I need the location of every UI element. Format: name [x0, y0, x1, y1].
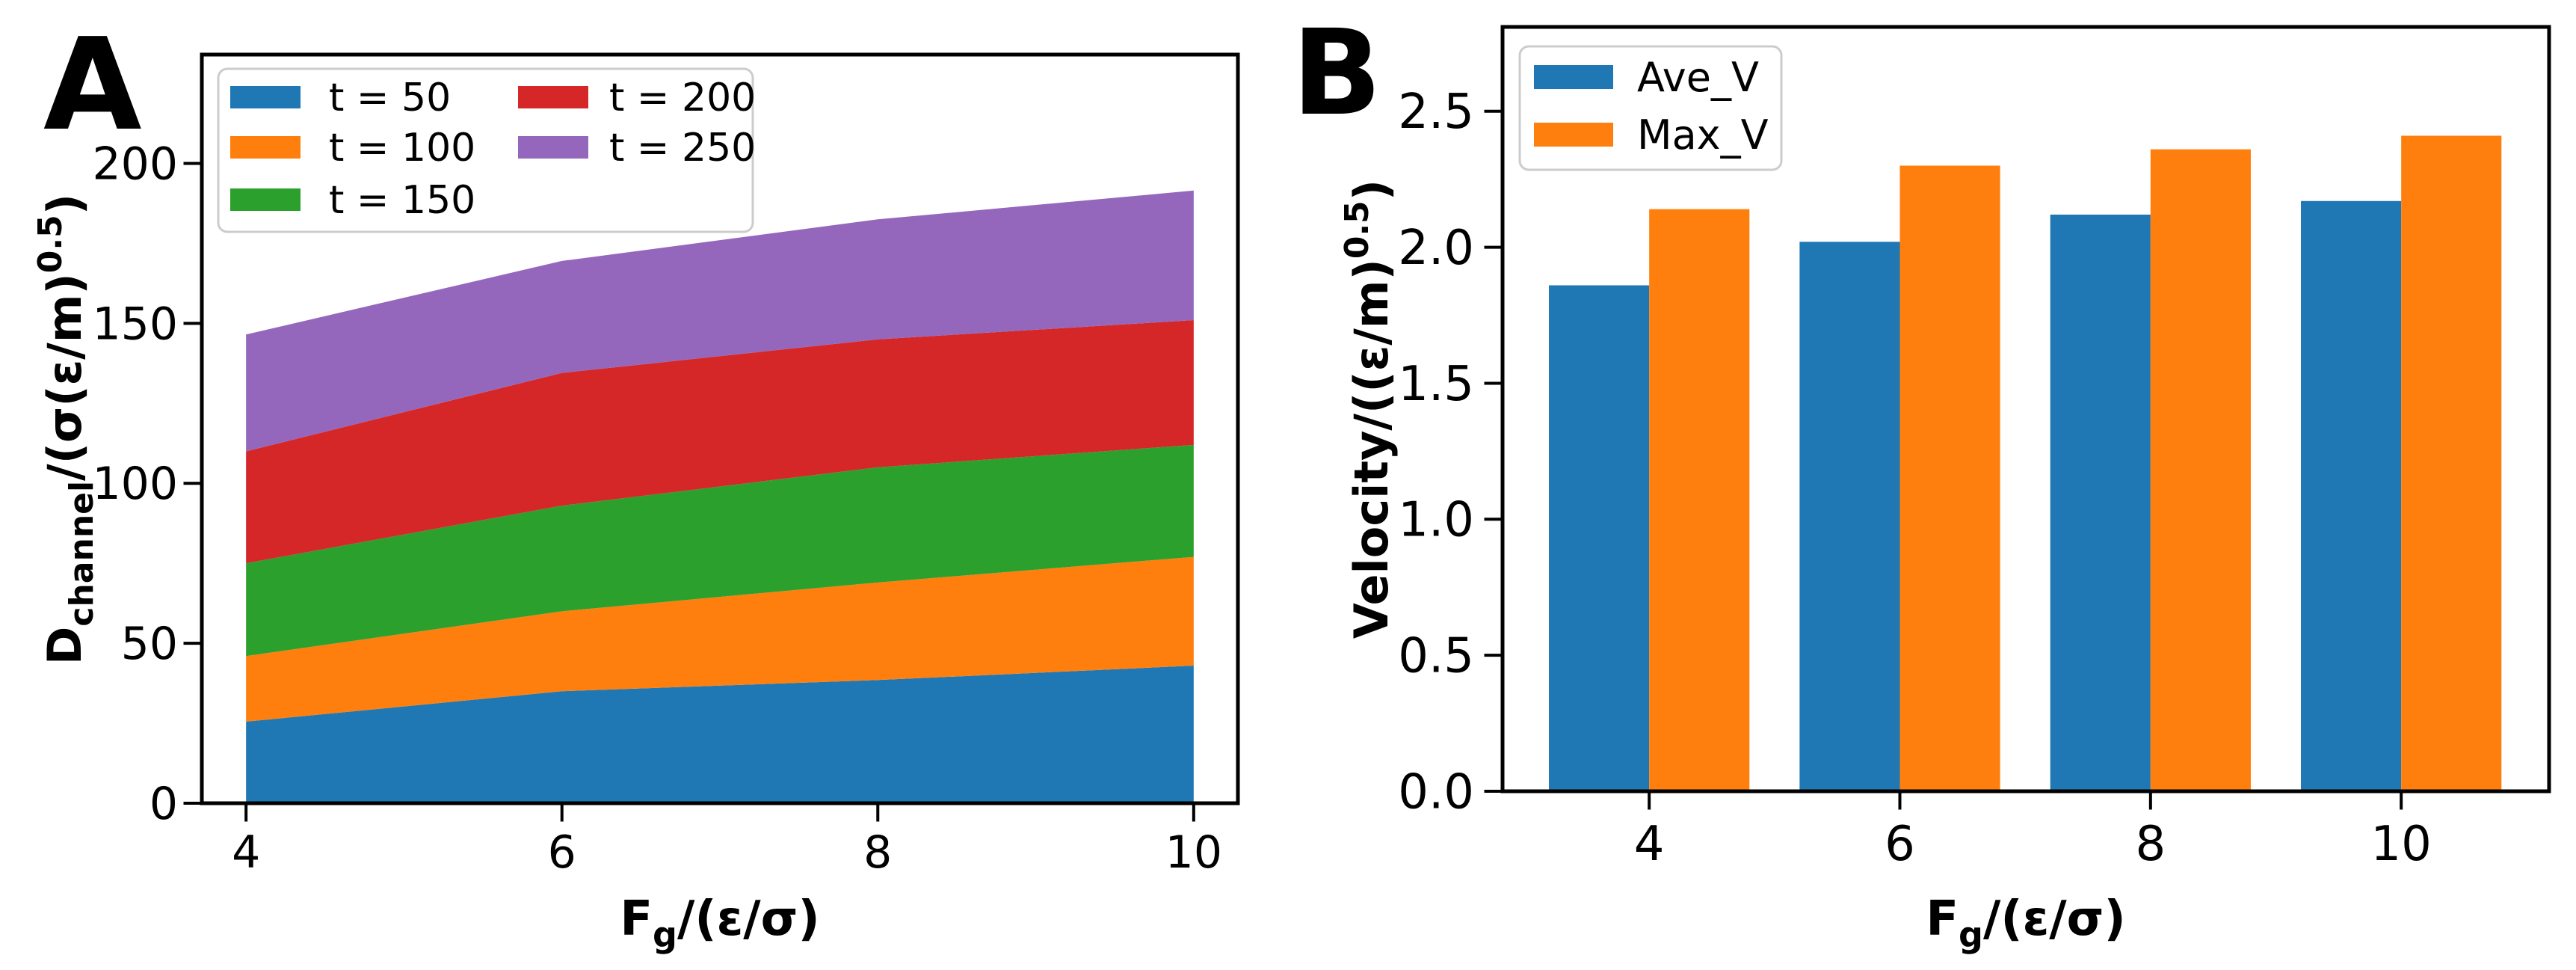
panel-a-y-tick-label-100: 100 — [92, 458, 178, 510]
panel-b-xlabel-sub: g — [1959, 915, 1983, 955]
panel-b-y-tick-label-0: 0.0 — [1398, 764, 1474, 820]
panel-a-legend-label-t-100: t = 100 — [329, 126, 475, 171]
panel-b-legend-label-max-v: Max_V — [1637, 111, 1769, 159]
panel-a-legend-label-t-250: t = 250 — [609, 126, 756, 171]
panel-a-y-tick-label-200: 200 — [92, 138, 178, 190]
panel-b-bar-ave-v-6 — [1799, 242, 1900, 791]
panel-b-x-tick-label-6: 6 — [1885, 817, 1915, 872]
panel-b-bar-max-v-4 — [1649, 209, 1750, 792]
panel-b-y-tick-label-2: 2.0 — [1398, 221, 1474, 276]
panel-b-y-tick-label-0.5: 0.5 — [1398, 629, 1474, 684]
panel-b-bar-max-v-6 — [1899, 165, 2000, 791]
panel-b-bar-ave-v-4 — [1549, 285, 1650, 792]
panel-a-area-t-100 — [246, 556, 1194, 722]
panel-a-xlabel: Fg/(ε/σ) — [620, 891, 819, 955]
panel-a-legend-swatch-t-200 — [518, 86, 588, 108]
panel-a-letter: A — [43, 11, 142, 159]
panel-b-spines — [1500, 25, 2551, 794]
panel-a-area-t-150 — [246, 444, 1194, 657]
panel-b-bar-ave-v-10 — [2301, 200, 2402, 791]
panel-b-y-tick-label-1.5: 1.5 — [1398, 357, 1474, 412]
panel-b-legend-swatch-ave-v — [1534, 65, 1613, 89]
panel-a-legend-label-t-50: t = 50 — [329, 76, 451, 120]
panel-a-y-tick-label-50: 50 — [121, 618, 178, 670]
panel-a-xlabel-base: F — [620, 891, 653, 947]
panel-b-x-tick-label-8: 8 — [2135, 817, 2166, 872]
panel-a-legend-label-t-150: t = 150 — [329, 178, 475, 223]
panel-a-xlabel-sub: g — [653, 915, 677, 955]
panel-b-xlabel: Fg/(ε/σ) — [1926, 891, 2125, 955]
panel-a-legend-box — [217, 67, 754, 233]
panel-a-spines — [200, 52, 1240, 805]
panel-b-xlabel-rest: /(ε/σ) — [1983, 891, 2126, 947]
panel-a-xlabel-rest: /(ε/σ) — [677, 891, 820, 947]
panel-a-x-tick-label-10: 10 — [1165, 826, 1222, 879]
panel-b-bar-ave-v-8 — [2050, 214, 2151, 791]
panel-a-ylabel-mid: /(σ(ε/m) — [37, 273, 92, 481]
panel-a-ylabel-sup: 0.5 — [31, 215, 70, 273]
panel-b-ylabel-base: Velocity/((ε/m) — [1344, 259, 1399, 639]
panel-a-legend-swatch-t-100 — [230, 136, 301, 159]
panel-a-y-tick-label-150: 150 — [92, 298, 178, 350]
panel-b-chart: 4 6 8 10 0.0 0.5 1.0 1.5 2.0 2.5 Ave_V Max_V — [1398, 25, 2551, 872]
panel-b-legend-swatch-max-v — [1534, 123, 1613, 147]
panel-b-legend-label-ave-v: Ave_V — [1637, 54, 1759, 101]
panel-b-letter: B — [1292, 4, 1381, 142]
panel-a-ylabel: Dchannel/(σ(ε/m)0.5) — [31, 194, 101, 665]
panel-b-x-tick-label-10: 10 — [2370, 817, 2431, 872]
panel-b-y-tick-label-1: 1.0 — [1398, 493, 1474, 548]
panel-a-x-tick-label-4: 4 — [232, 826, 260, 879]
panel-a-y-tick-label-0: 0 — [150, 778, 178, 830]
panel-a-x-tick-label-6: 6 — [548, 826, 576, 879]
panel-b-ylabel-sup: 0.5 — [1338, 200, 1376, 259]
panel-b-bar-max-v-10 — [2401, 135, 2502, 792]
panel-b-bar-max-v-8 — [2150, 149, 2251, 792]
panel-a-area-t-250 — [246, 190, 1194, 452]
panel-a-ylabel-sub: channel — [63, 481, 101, 627]
panel-a-ylabel-base: D — [37, 627, 92, 665]
panel-a-ylabel-end: ) — [37, 194, 92, 215]
panel-a-legend-label-t-200: t = 200 — [609, 76, 756, 120]
panel-b-ylabel-end: ) — [1344, 179, 1399, 200]
panel-b-ylabel: Velocity/((ε/m)0.5) — [1338, 179, 1399, 639]
panel-a-legend-swatch-t-250 — [518, 136, 588, 159]
panel-b-x-tick-label-4: 4 — [1634, 817, 1665, 872]
panel-a-legend-swatch-t-50 — [230, 86, 301, 108]
panel-b-y-tick-label-2.5: 2.5 — [1398, 85, 1474, 140]
panel-a-x-tick-label-8: 8 — [863, 826, 892, 879]
panel-a-legend-swatch-t-150 — [230, 188, 301, 211]
panel-a-area-t-50 — [246, 666, 1194, 803]
panel-a-area-t-200 — [246, 320, 1194, 564]
panel-b-xlabel-base: F — [1926, 891, 1959, 947]
